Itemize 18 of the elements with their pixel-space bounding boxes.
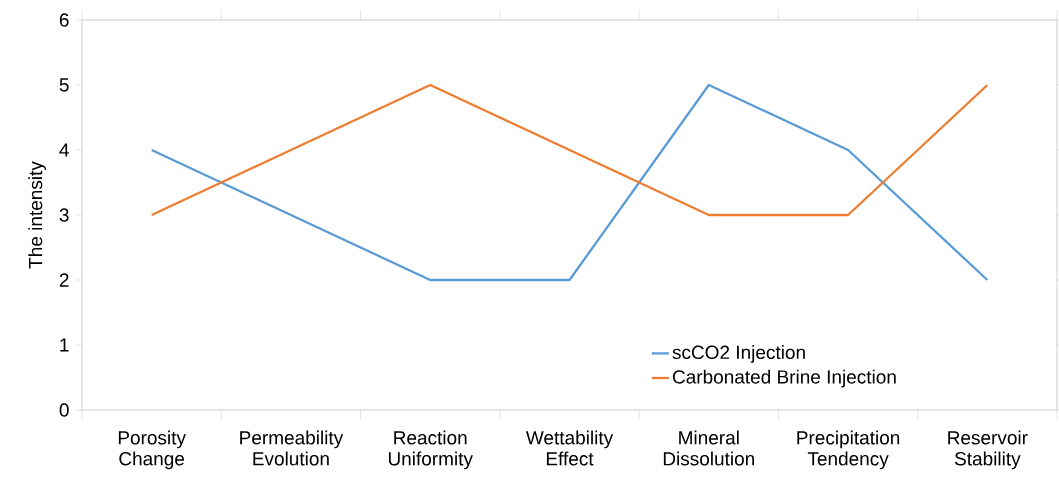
x-tick-label: Mineral Dissolution: [663, 430, 754, 466]
y-tick-label: 6: [59, 13, 69, 27]
x-tick-label: Reaction Uniformity: [388, 430, 473, 470]
x-tick-label: Porosity Change: [118, 430, 186, 470]
x-tick-label: Permeability Evolution: [240, 430, 344, 466]
y-tick-label: 4: [59, 143, 69, 157]
x-tick-label: Wettability Effect: [525, 430, 614, 466]
legend-label: Carbonated Brine Injection: [672, 369, 896, 388]
y-tick-label: 3: [59, 208, 69, 222]
line-series: [150, 83, 989, 282]
x-tick-label: Precipitation Tendency: [797, 430, 900, 470]
y-tick-label: 2: [59, 273, 69, 287]
y-axis-title: The intensity: [28, 161, 47, 269]
y-tick-label: 0: [59, 403, 69, 417]
legend-label: scCO2 Injection: [672, 345, 805, 363]
y-tick-label: 5: [59, 78, 69, 92]
x-tick-label: Reservoir Stability: [948, 430, 1028, 470]
y-tick-label: 1: [60, 338, 69, 352]
